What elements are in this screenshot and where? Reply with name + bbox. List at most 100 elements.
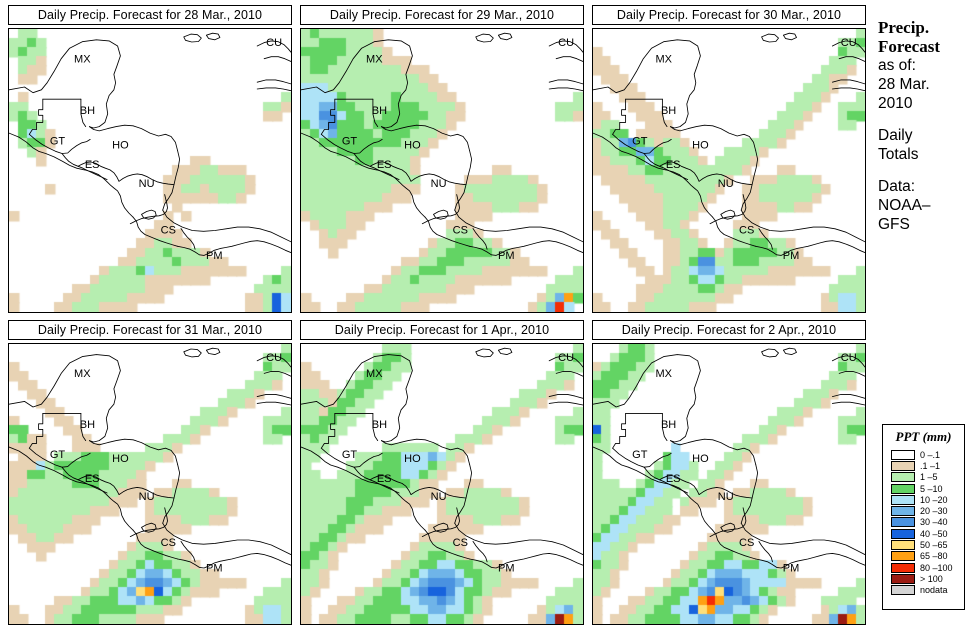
coastline-path (183, 33, 202, 43)
coastline-path (9, 132, 108, 183)
panel-map-5[interactable]: MX BH GT ES HO NU CS PM CU (300, 343, 584, 625)
coastline-path (475, 33, 494, 43)
coastline-path (593, 354, 701, 443)
coastline-path (712, 529, 757, 560)
coastline-path (263, 56, 291, 62)
country-label-cu: CU (266, 352, 282, 364)
country-label-ho: HO (692, 453, 709, 465)
coastline-path (740, 209, 865, 243)
country-label-cs: CS (453, 537, 468, 549)
side-totals-line1: Daily (878, 127, 913, 144)
side-data-line3: GFS (878, 216, 910, 233)
coastline-path (831, 393, 865, 399)
legend-swatch (891, 494, 915, 505)
coastline-path (106, 494, 134, 531)
country-border-path (612, 447, 672, 468)
legend-swatch (891, 528, 915, 539)
country-border-path (758, 540, 773, 563)
coastline-path (256, 401, 291, 406)
coastline-path (712, 216, 757, 247)
geography-overlay: MX BH GT ES HO NU CS PM CU (301, 32, 583, 262)
country-label-gt: GT (632, 136, 648, 148)
country-label-mx: MX (366, 368, 383, 380)
country-label-cs: CS (161, 537, 176, 549)
panel-title-3: Daily Precip. Forecast for 30 Mar., 2010 (592, 5, 866, 25)
coastline-path (838, 370, 865, 377)
coastline-path (831, 87, 865, 92)
coastline-path (380, 438, 471, 465)
legend-swatch (891, 460, 915, 471)
country-border-path (698, 173, 753, 186)
country-label-nu: NU (139, 178, 155, 190)
geography-overlay: MX BH GT ES HO NU CS PM CU (9, 347, 291, 574)
country-label-es: ES (666, 473, 681, 485)
country-label-cu: CU (558, 352, 574, 364)
coastline-path (831, 40, 865, 53)
country-border-path (334, 412, 379, 442)
legend-swatch (891, 551, 915, 562)
country-label-gt: GT (50, 449, 66, 461)
country-border-path (643, 466, 689, 494)
forecast-panel-5: Daily Precip. Forecast for 1 Apr., 2010 … (300, 320, 584, 628)
coastline-path (205, 347, 221, 356)
geography-overlay: MX BH GT ES HO NU CS PM CU (593, 32, 865, 262)
precip-raster (301, 29, 583, 312)
coastline-path (256, 79, 291, 85)
coastline-path (301, 446, 400, 496)
country-border-path (61, 153, 108, 181)
coastline-path (593, 446, 689, 496)
legend: PPT (mm) 0 –.1.1 –1 1 –5 5 –10 10 –20 20 –30… (882, 424, 965, 610)
legend-label: 10 –20 (920, 494, 948, 505)
coastline-path (497, 32, 513, 41)
panel-map-1[interactable]: MX BH GT ES HO NU CS PM CU (8, 28, 292, 313)
coastline-path (380, 124, 471, 152)
panel-map-2[interactable]: MX BH GT ES HO NU CS PM CU (300, 28, 584, 313)
country-label-ho: HO (404, 453, 421, 465)
panel-map-6[interactable]: MX BH GT ES HO NU CS PM CU (592, 343, 866, 625)
forecast-panel-3: Daily Precip. Forecast for 30 Mar., 2010… (592, 5, 866, 313)
country-label-bh: BH (661, 419, 676, 431)
coastline-path (454, 150, 473, 211)
country-label-mx: MX (655, 368, 672, 380)
coastline-path (687, 494, 714, 531)
forecast-panel-6: Daily Precip. Forecast for 2 Apr., 2010 … (592, 320, 866, 628)
coastline-path (106, 181, 134, 218)
coastline-path (454, 463, 473, 524)
coastline-path (831, 355, 865, 368)
country-label-pm: PM (783, 250, 800, 262)
country-border-path (320, 98, 336, 135)
legend-row: 5 –10 (891, 483, 964, 494)
coastline-path (162, 150, 181, 211)
coastline-path (755, 552, 865, 569)
coastline-path (88, 438, 179, 465)
geography-overlay: MX BH GT ES HO NU CS PM CU (9, 32, 291, 262)
precip-raster (9, 29, 291, 312)
country-label-ho: HO (112, 453, 129, 465)
coastline-path (555, 370, 583, 377)
country-border-path (433, 522, 449, 533)
legend-label: 40 –50 (920, 528, 948, 539)
coastline-path (398, 181, 426, 218)
coastline-path (831, 79, 865, 85)
forecast-panel-2: Daily Precip. Forecast for 29 Mar., 2010… (300, 5, 584, 313)
panel-map-4[interactable]: MX BH GT ES HO NU CS PM CU (8, 343, 292, 625)
coastline-path (9, 354, 121, 443)
precip-raster (9, 344, 291, 624)
country-label-cu: CU (841, 37, 857, 49)
country-border-path (28, 98, 44, 135)
country-border-path (369, 161, 412, 182)
panel-map-3[interactable]: MX BH GT ES HO NU CS PM CU (592, 28, 866, 313)
country-border-path (141, 209, 157, 220)
side-totals-line2: Totals (878, 146, 919, 163)
country-label-ho: HO (692, 139, 709, 151)
legend-swatch (891, 449, 915, 460)
country-border-path (643, 153, 689, 181)
country-label-mx: MX (366, 53, 383, 65)
geography-overlay: MX BH GT ES HO NU CS PM CU (301, 347, 583, 574)
panel-title-1: Daily Precip. Forecast for 28 Mar., 2010 (8, 5, 292, 25)
legend-row: 0 –.1 (891, 449, 964, 460)
country-label-pm: PM (206, 250, 223, 262)
panel-title-5: Daily Precip. Forecast for 1 Apr., 2010 (300, 320, 584, 340)
legend-row: 50 –65 (891, 539, 964, 551)
legend-swatch (891, 483, 915, 494)
